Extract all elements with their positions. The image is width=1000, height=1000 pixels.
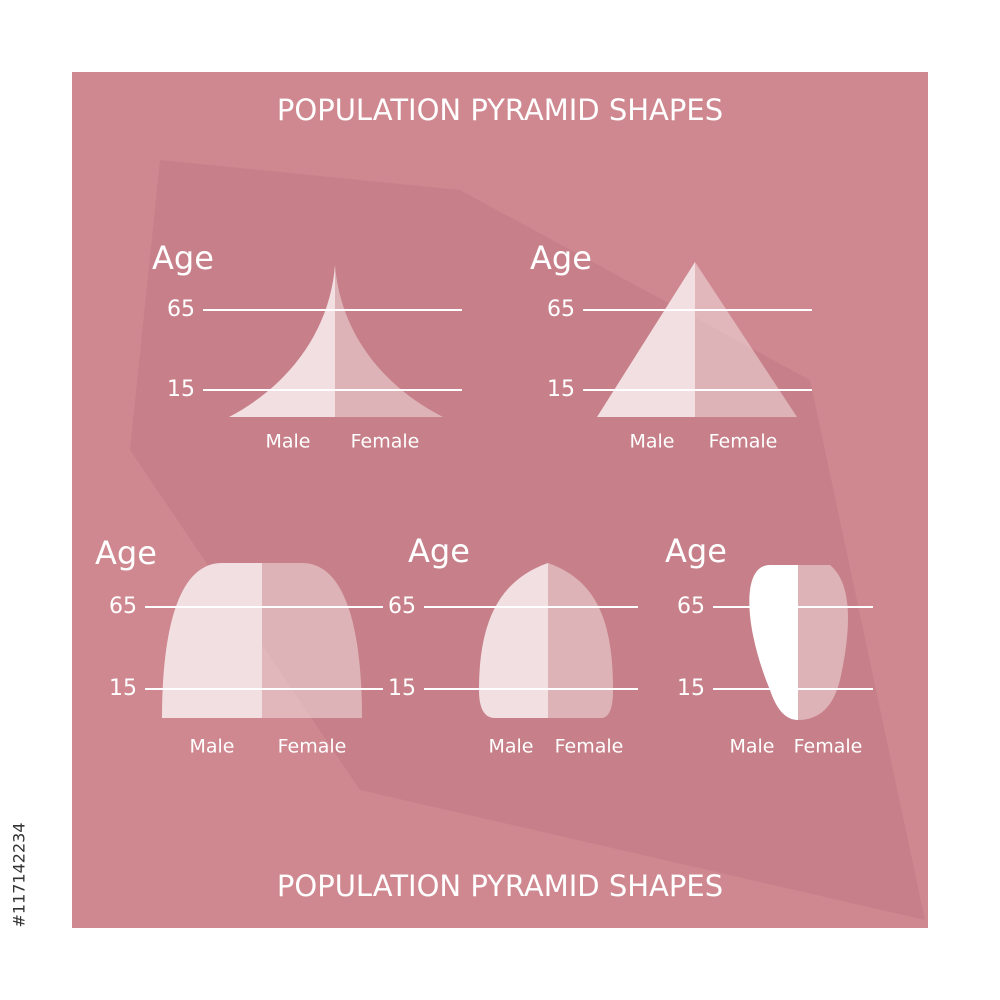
tick-label: 65 xyxy=(388,594,416,619)
tick-label: 15 xyxy=(677,676,705,701)
male-shape xyxy=(229,265,335,417)
tick-label: 65 xyxy=(547,297,575,322)
female-label: Female xyxy=(278,736,347,758)
female-shape xyxy=(798,565,848,720)
title-bottom: POPULATION PYRAMID SHAPES xyxy=(277,869,723,903)
female-label: Female xyxy=(709,431,778,453)
female-label: Female xyxy=(794,736,863,758)
tick-label: 15 xyxy=(388,676,416,701)
female-shape xyxy=(262,563,362,718)
female-shape xyxy=(335,265,443,417)
tick-label: 15 xyxy=(167,377,195,402)
tick-label: 15 xyxy=(109,676,137,701)
male-label: Male xyxy=(729,736,774,758)
male-label: Male xyxy=(488,736,533,758)
female-shape xyxy=(695,262,797,417)
age-label: Age xyxy=(152,239,214,277)
male-shape xyxy=(597,262,695,417)
male-shape xyxy=(162,563,262,718)
tick-label: 65 xyxy=(109,594,137,619)
tick-label: 15 xyxy=(547,377,575,402)
male-label: Male xyxy=(189,736,234,758)
age-label: Age xyxy=(530,239,592,277)
male-label: Male xyxy=(265,431,310,453)
age-label: Age xyxy=(408,532,470,570)
age-label: Age xyxy=(95,534,157,572)
tick-label: 65 xyxy=(677,594,705,619)
male-label: Male xyxy=(629,431,674,453)
male-shape xyxy=(749,565,798,720)
female-shape xyxy=(548,563,613,718)
title-top: POPULATION PYRAMID SHAPES xyxy=(277,93,723,127)
stock-id: #117142234 xyxy=(10,822,29,927)
female-label: Female xyxy=(351,431,420,453)
tick-label: 65 xyxy=(167,297,195,322)
age-label: Age xyxy=(665,532,727,570)
male-shape xyxy=(479,563,548,718)
female-label: Female xyxy=(555,736,624,758)
